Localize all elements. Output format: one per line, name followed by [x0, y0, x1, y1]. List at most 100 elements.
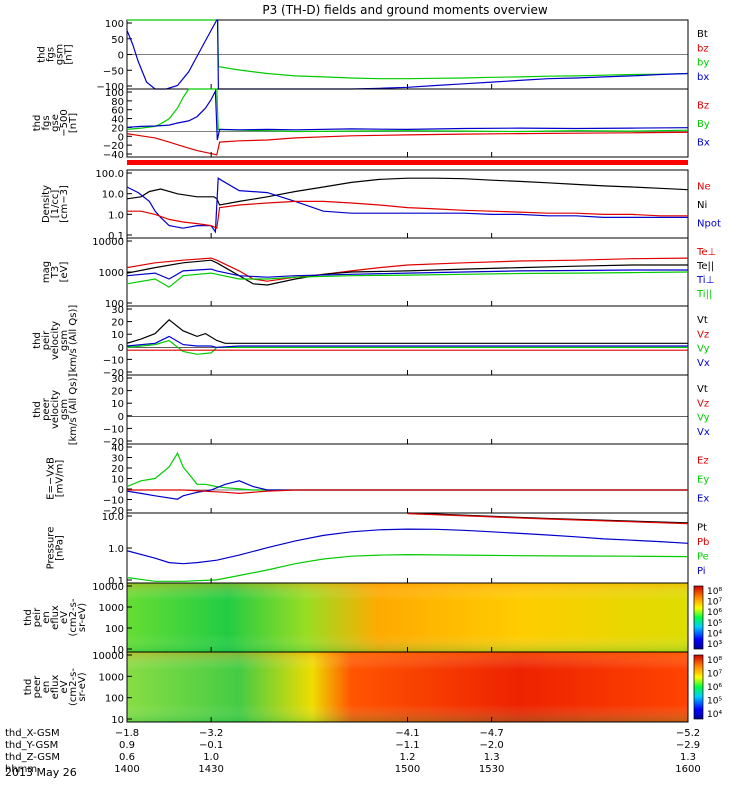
series-Ni	[126, 177, 689, 206]
x-row-value: −0.1	[199, 740, 223, 751]
series-Ex	[126, 480, 688, 500]
legend-entry: Te⊥	[696, 247, 716, 258]
x-row-value: 1600	[675, 764, 700, 775]
x-row-value: −4.1	[395, 728, 419, 739]
x-row-label: thd_Z-GSM	[5, 752, 60, 763]
y-tick-label: −20	[103, 437, 124, 448]
y-tick-label: 30	[111, 374, 124, 385]
y-tick-label: 10000	[92, 237, 124, 248]
legend-entry: Bx	[697, 138, 710, 149]
x-row-value: 1.3	[680, 752, 696, 763]
series-by	[127, 19, 689, 80]
colorbar-tick-label: 10⁷	[707, 670, 722, 680]
series-Ez	[127, 489, 688, 495]
colorbar-tick-label: 10⁵	[707, 697, 722, 707]
y-tick-label: 10000	[92, 651, 124, 662]
colorbar-tick-label: 10³	[707, 640, 722, 650]
y-tick-label: 100	[105, 88, 124, 99]
legend-entry: Npot	[697, 219, 721, 230]
y-tick-label: 0	[118, 51, 124, 62]
x-row-value: 1400	[114, 764, 139, 775]
x-row-label: thd_Y-GSM	[5, 740, 58, 751]
legend-entry: By	[697, 119, 710, 130]
y-tick-label: 20	[111, 464, 124, 475]
y-tick-label: 10	[111, 645, 124, 656]
y-tick-label: 0	[118, 485, 124, 496]
date-label: 2013 May 26	[5, 766, 77, 779]
x-row-value: −2.9	[676, 740, 700, 751]
colorbar-tick-label: 10⁷	[707, 598, 722, 608]
y-tick-label: 10.0	[102, 190, 124, 201]
x-row-value: −4.7	[480, 728, 504, 739]
x-row-value: 0.9	[119, 740, 135, 751]
legend-entry: Ni	[697, 200, 707, 211]
x-row-value: −1.1	[395, 740, 419, 751]
y-tick-label: 0	[118, 132, 124, 143]
y-tick-label: 100.0	[95, 169, 124, 180]
series-Pi	[126, 528, 689, 565]
y-tick-label: 10	[111, 330, 124, 341]
status-bar	[127, 160, 688, 165]
colorbar-tick-label: 10⁶	[707, 608, 722, 618]
legend-entry: Vz	[697, 329, 709, 340]
y-tick-label: 1000	[99, 672, 124, 683]
y-tick-label: 0	[118, 412, 124, 423]
series-Pb	[407, 513, 689, 525]
series-Ne	[127, 200, 688, 230]
legend-entry: bz	[697, 43, 709, 54]
legend-entry: Vt	[697, 384, 708, 395]
y-tick-label: 10	[111, 399, 124, 410]
y-tick-label: 0.1	[108, 576, 124, 587]
y-tick-label: 100	[105, 19, 124, 30]
y-tick-label: −40	[103, 150, 124, 161]
y-tick-label: 0	[118, 343, 124, 354]
colorbar	[693, 654, 704, 720]
y-tick-label: −20	[103, 368, 124, 379]
y-tick-label: 20	[111, 318, 124, 329]
y-tick-label: −10	[103, 424, 124, 435]
y-tick-label: −20	[103, 506, 124, 517]
x-row-value: −2.0	[480, 740, 504, 751]
x-row-value: 1.0	[203, 752, 219, 763]
y-tick-label: 40	[111, 443, 124, 454]
x-row-value: 1430	[198, 764, 223, 775]
legend-entry: Ez	[697, 456, 709, 467]
legend-entry: Ti⊥	[696, 275, 714, 286]
x-row-value: 1.2	[400, 752, 416, 763]
colorbar-tick-label: 10⁴	[707, 629, 722, 639]
panels: 100500−50−100thdfgsgsm[nT]Btbzbybx100806…	[23, 19, 722, 726]
y-tick-label: −50	[103, 66, 124, 77]
series-Te||	[126, 259, 688, 286]
legend-entry: Pb	[697, 537, 709, 548]
y-tick-label: 10.0	[102, 512, 124, 523]
x-row-label: thd_X-GSM	[5, 728, 60, 739]
y-tick-label: 100	[105, 694, 124, 705]
series-Vy	[126, 339, 688, 355]
legend-entry: by	[697, 58, 709, 69]
series-Ey	[126, 451, 688, 491]
y-axis-label: Pressure[nPa]	[46, 527, 66, 570]
spectrogram-shading	[127, 583, 688, 652]
series-Pe	[126, 553, 689, 582]
legend-entry: Vy	[697, 344, 710, 355]
panel-density: 100.0 10.0 1.0 0.1 Density[1/cc][cm−3] Ne Ni Np…	[41, 169, 721, 242]
colorbar-tick-label: 10⁴	[707, 710, 722, 720]
colorbar-tick-label: 10⁸	[707, 587, 722, 597]
legend-entry: Bt	[697, 29, 708, 40]
y-tick-label: 1000	[99, 603, 124, 614]
legend-entry: Pe	[697, 551, 709, 562]
y-tick-label: 1000	[99, 268, 124, 279]
y-axis-label: thdfgsgse−500[nT]	[32, 109, 79, 136]
y-tick-label: 60	[111, 106, 124, 117]
y-axis-label: magT3[eV]	[41, 261, 70, 283]
y-tick-label: 1.0	[108, 544, 124, 555]
series-Ti||	[126, 271, 689, 288]
series-Bz	[126, 131, 689, 156]
y-tick-label: 1.0	[108, 210, 124, 221]
y-tick-label: 40	[111, 115, 124, 126]
y-axis-label: thdpeerenefluxeV(cm2-s-sr-eV)	[23, 668, 88, 706]
